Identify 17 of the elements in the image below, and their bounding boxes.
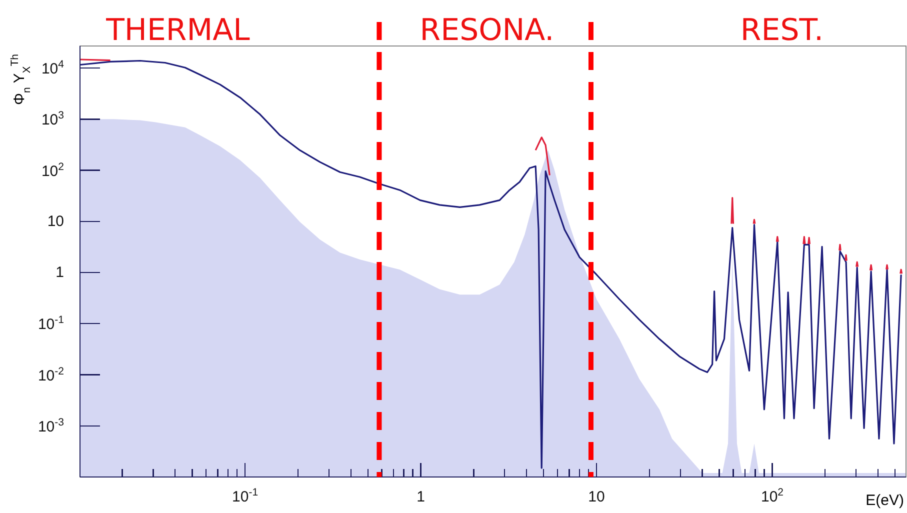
x-tick-label: 10 — [588, 488, 605, 506]
y-tick-label: 1 — [56, 264, 64, 282]
annotation: REST. — [740, 13, 824, 48]
y-tick-label: 10$^{-2}$ — [38, 365, 64, 384]
y-tick-label: 10$^{2}$ — [41, 160, 64, 180]
y-tick-label: 10$^{-3}$ — [38, 416, 64, 436]
line-series — [534, 136, 550, 176]
annotation: THERMAL — [105, 13, 250, 48]
y-tick-label: 10$^{-1}$ — [38, 314, 64, 334]
y-tick-label: 10$^{4}$ — [41, 58, 64, 78]
annotation: RESONA. — [420, 13, 554, 48]
x-tick-label: 10$^{-1}$ — [232, 486, 258, 506]
y-tick-label: 10$^{3}$ — [41, 110, 64, 129]
x-tick-label: 10$^{2}$ — [760, 486, 784, 506]
x-tick-label: 1 — [416, 488, 425, 506]
x-axis-title: E(eV) — [866, 492, 904, 509]
y-tick-label: 10 — [47, 212, 64, 230]
